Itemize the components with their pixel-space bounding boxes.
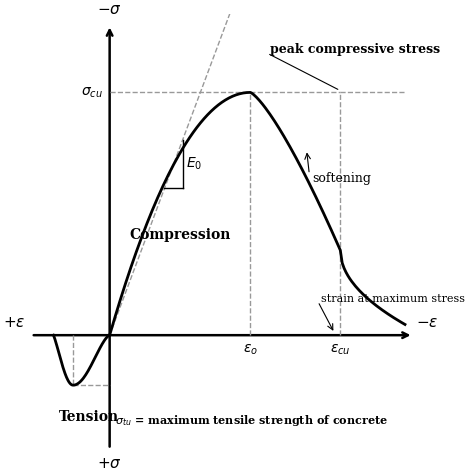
Text: Compression: Compression [129, 228, 231, 242]
Text: $\varepsilon_{cu}$: $\varepsilon_{cu}$ [330, 342, 351, 357]
Text: $E_0$: $E_0$ [186, 156, 202, 172]
Text: strain at maximum stress: strain at maximum stress [320, 294, 465, 304]
Text: $\varepsilon_o$: $\varepsilon_o$ [243, 342, 258, 357]
Text: softening: softening [312, 172, 371, 184]
Text: peak compressive stress: peak compressive stress [270, 43, 440, 56]
Text: $+\sigma$: $+\sigma$ [97, 456, 122, 471]
Text: $-\sigma$: $-\sigma$ [97, 3, 122, 18]
Text: Tension: Tension [59, 410, 119, 424]
Text: $-\varepsilon$: $-\varepsilon$ [416, 316, 439, 330]
Text: $+\varepsilon$: $+\varepsilon$ [3, 316, 25, 330]
Text: $\sigma_{cu}$: $\sigma_{cu}$ [81, 85, 102, 100]
Text: $\sigma_{tu}$ = maximum tensile strength of concrete: $\sigma_{tu}$ = maximum tensile strength… [115, 413, 388, 428]
